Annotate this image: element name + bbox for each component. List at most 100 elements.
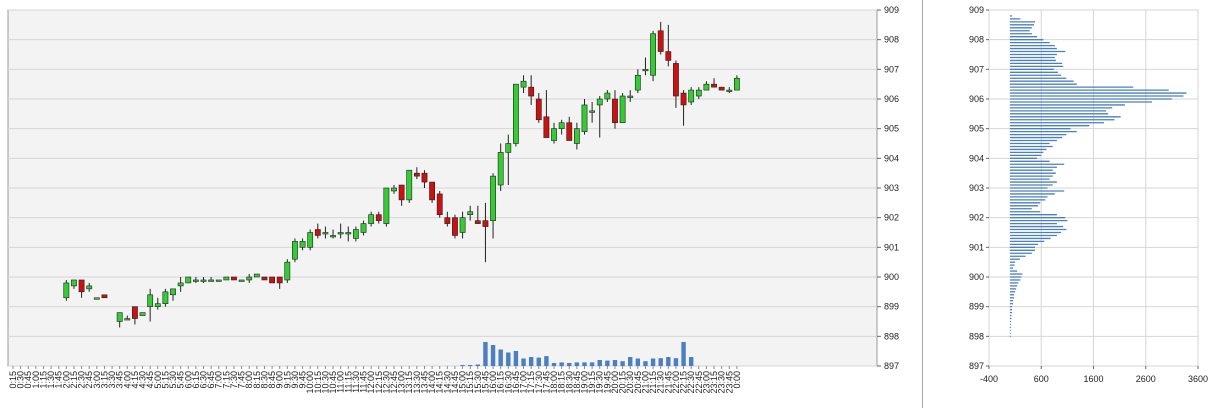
candle-body — [284, 261, 291, 281]
profile-price-tick-label: 900 — [969, 272, 984, 282]
time-tick-label: 20:45 — [633, 371, 643, 394]
candle-body — [322, 232, 329, 235]
candle-body — [551, 128, 557, 141]
time-tick-label: 7:30 — [229, 371, 239, 389]
candle-body — [192, 279, 199, 282]
profile-price-tick-label: 908 — [969, 35, 984, 45]
volume-bar — [528, 357, 534, 366]
candle-body — [330, 235, 336, 238]
time-tick-label: 3:00 — [92, 371, 102, 389]
volume-bar — [490, 345, 496, 366]
candle-body — [695, 89, 702, 97]
profile-volume-tick-label: 3600 — [1188, 374, 1208, 384]
time-tick-label: 6:30 — [199, 371, 209, 389]
time-tick-label: 5:30 — [168, 371, 178, 389]
profile-price-tick-label: 907 — [969, 64, 984, 74]
candle-body — [337, 232, 344, 235]
volume-bar — [506, 352, 511, 366]
profile-volume-tick-label: -400 — [980, 374, 998, 384]
candle-body — [391, 187, 397, 192]
time-tick-label: 17:15 — [526, 371, 536, 394]
profile-price-tick-label: 903 — [969, 183, 984, 193]
profile-price-tick-label: 898 — [969, 331, 984, 341]
time-tick-label: 18:45 — [572, 371, 582, 394]
time-tick-label: 0:15 — [8, 371, 18, 389]
candle-body — [665, 51, 672, 61]
time-tick-label: 17:00 — [519, 371, 529, 394]
volume-bar — [681, 342, 686, 366]
price-tick-label: 897 — [884, 361, 899, 371]
candle-body — [345, 232, 352, 235]
time-tick-label: 23:00 — [701, 371, 711, 394]
time-tick-label: 16:45 — [511, 371, 521, 394]
time-tick-label: 8:15 — [252, 371, 262, 389]
time-tick-label: 12:00 — [366, 371, 376, 394]
time-axis-labels: 0:150:300:451:001:151:301:452:002:152:30… — [8, 366, 742, 394]
candle-body — [253, 273, 260, 278]
time-tick-label: 1:45 — [54, 371, 64, 389]
time-tick-label: 20:30 — [625, 371, 635, 394]
volume-bar — [635, 358, 641, 366]
time-tick-label: 21:30 — [656, 371, 666, 394]
candle-body — [360, 223, 367, 233]
candle-body — [307, 232, 314, 248]
time-tick-label: 22:45 — [694, 371, 704, 394]
time-tick-label: 5:15 — [160, 371, 170, 389]
time-tick-label: 15:00 — [458, 371, 468, 394]
candle-body — [520, 80, 527, 88]
time-tick-label: 9:45 — [298, 371, 308, 389]
time-tick-label: 16:15 — [496, 371, 506, 394]
volume-bar — [666, 357, 671, 366]
time-tick-label: 2:15 — [69, 371, 79, 389]
time-tick-label: 10:15 — [313, 371, 323, 394]
candle-body — [505, 143, 512, 153]
volume-bar — [589, 362, 595, 366]
candle-body — [650, 33, 656, 76]
time-tick-label: 14:00 — [427, 371, 437, 394]
price-tick-label: 901 — [884, 242, 899, 252]
candle-body — [116, 312, 123, 322]
time-tick-label: 7:45 — [237, 371, 247, 389]
volume-bar — [475, 364, 481, 366]
candle-body — [589, 110, 596, 113]
volume-bar — [574, 362, 580, 366]
candle-body — [596, 98, 603, 106]
time-tick-label: 19:15 — [587, 371, 597, 394]
candle-body — [642, 69, 649, 72]
volume-bar — [582, 362, 587, 366]
candle-body — [688, 89, 695, 103]
candle-body — [673, 63, 679, 97]
time-tick-label: 20:00 — [610, 371, 620, 394]
time-tick-label: 8:00 — [244, 371, 254, 389]
candle-body — [63, 282, 70, 299]
profile-price-tick-label: 909 — [969, 5, 984, 15]
time-tick-label: 13:30 — [412, 371, 422, 394]
volume-bar — [567, 363, 572, 366]
time-tick-label: 8:30 — [259, 371, 269, 389]
candle-body — [261, 276, 268, 281]
candle-body — [276, 276, 283, 284]
candle-body — [711, 83, 717, 88]
price-tick-label: 903 — [884, 183, 899, 193]
price-tick-label: 904 — [884, 153, 899, 163]
candle-body — [246, 276, 253, 281]
candle-body — [657, 30, 664, 52]
volume-bar — [620, 361, 625, 366]
time-tick-label: 15:30 — [473, 371, 483, 394]
volume-bar — [688, 357, 694, 366]
time-tick-label: 11:30 — [351, 371, 361, 393]
candle-body — [215, 279, 222, 282]
volume-bar — [544, 356, 549, 366]
candle-body — [185, 276, 192, 284]
candle-body — [490, 175, 496, 221]
candle-body — [497, 152, 504, 186]
candle-body — [680, 92, 687, 106]
price-tick-label: 902 — [884, 213, 899, 223]
time-tick-label: 23:30 — [717, 371, 727, 394]
candle-body — [619, 95, 626, 124]
time-tick-label: 10:30 — [320, 371, 330, 394]
time-tick-label: 19:30 — [595, 371, 605, 394]
profile-price-tick-label: 899 — [969, 302, 984, 312]
candle-body — [467, 211, 474, 216]
